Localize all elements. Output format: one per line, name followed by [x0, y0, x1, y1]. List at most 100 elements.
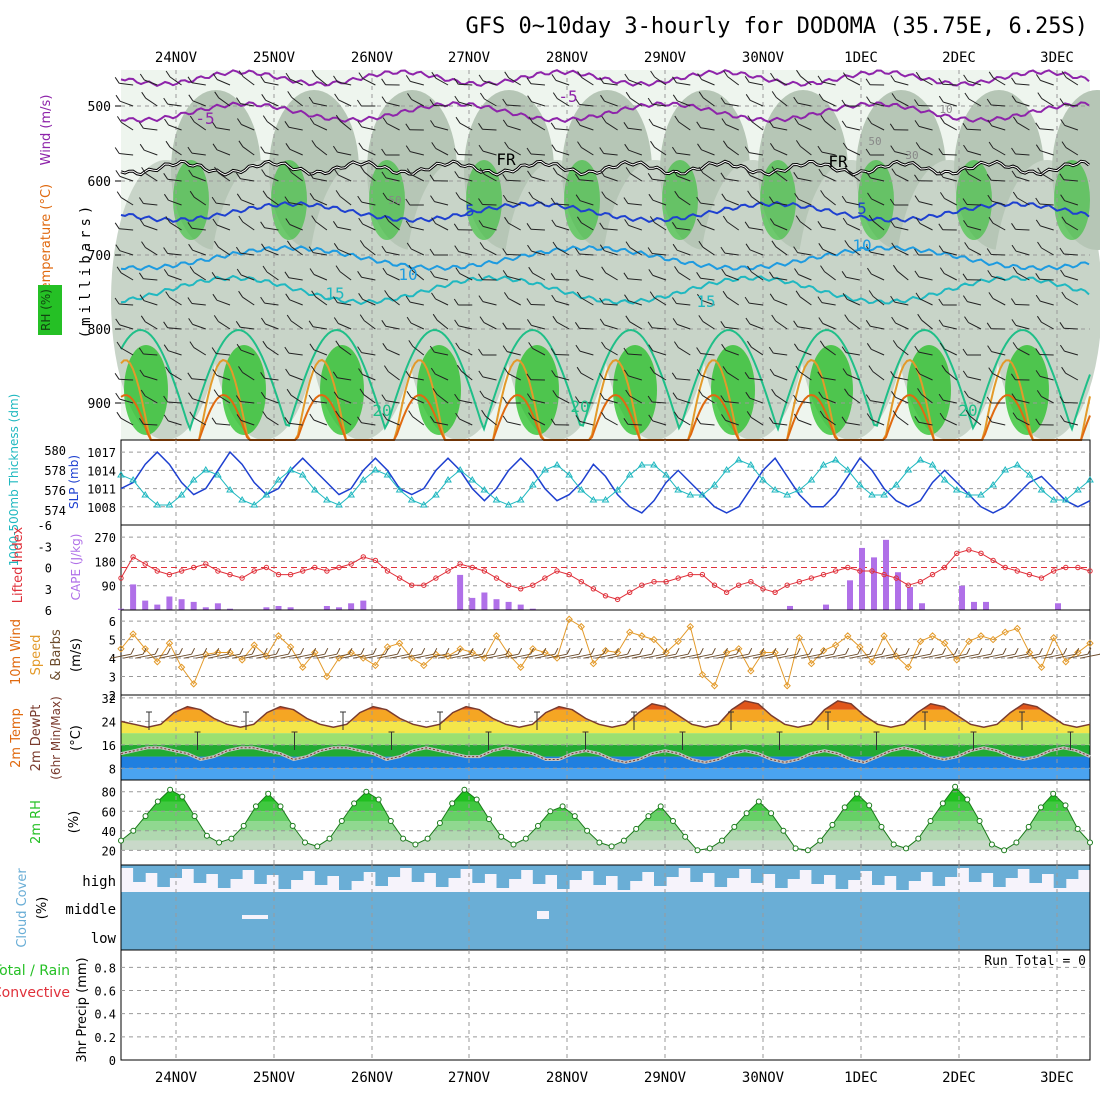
wind-barb-flag — [214, 91, 220, 99]
wind-barb-flag — [165, 70, 171, 78]
wind-barb — [605, 347, 618, 356]
cloud-high-bar — [750, 865, 764, 883]
wind-barb — [701, 79, 715, 86]
wind-barb — [627, 423, 642, 426]
wind-barb — [167, 401, 182, 404]
cloud-high-bar — [145, 865, 158, 873]
wind-barb-flag — [550, 197, 556, 205]
wind-barb — [482, 80, 497, 86]
wind-barb-10m — [861, 653, 883, 659]
cape-bar — [202, 607, 209, 610]
wind-barb — [313, 177, 328, 182]
wind-barb-flag — [526, 373, 532, 381]
wind-barb-flag — [915, 217, 921, 224]
wind-barb-10m — [377, 653, 398, 659]
wind-barb-flag — [358, 142, 364, 150]
wind-barb-flag — [796, 69, 801, 77]
thickness-marker — [662, 471, 670, 478]
wind-barb — [918, 351, 933, 356]
wind-barb — [1015, 324, 1030, 330]
wind-barb-flag — [406, 391, 412, 398]
wind-barb — [119, 303, 134, 306]
wind-barb-flag — [213, 240, 219, 248]
wind-barb-flag — [552, 390, 558, 397]
wind-speed-marker — [529, 645, 537, 653]
cloud-high-bar — [205, 865, 219, 874]
rh-marker — [510, 841, 517, 848]
wind-barb — [798, 198, 812, 206]
rh-marker — [596, 839, 603, 846]
wind-barb — [628, 79, 643, 86]
wind-barb — [555, 375, 570, 381]
rh-region-green — [173, 160, 209, 240]
wind-barb-10m — [559, 653, 580, 659]
lifted-index-marker — [760, 586, 766, 592]
wind-barb — [581, 222, 594, 231]
wind-barb-flag — [115, 318, 121, 326]
wind-barb — [822, 323, 836, 330]
wind-barb-flag — [771, 314, 777, 322]
wind-barb-flag — [671, 297, 677, 304]
wind-barb — [216, 423, 231, 426]
wind10m-speed-label: Speed — [29, 635, 44, 676]
wind-barb-10m — [789, 653, 810, 659]
wind-barb-flag — [408, 264, 414, 272]
wind-barb-flag — [844, 388, 849, 396]
wind-barb — [848, 246, 861, 256]
pressure-tick-label: 700 — [88, 249, 111, 264]
wind-barb-flag — [721, 193, 727, 201]
wind-barb-10m — [837, 653, 858, 659]
wind-barb — [1063, 327, 1078, 330]
wind-barb-10m — [1055, 653, 1076, 659]
wind-barb-flag — [260, 76, 266, 83]
wind-barb — [727, 146, 740, 156]
wind-barb — [603, 228, 618, 231]
wind-barb-10m-flag — [1063, 647, 1068, 655]
freezing-level-inner — [120, 160, 1090, 176]
wind-barb — [459, 273, 473, 281]
wind-barb — [120, 417, 134, 426]
wind-barb-10m — [752, 653, 774, 659]
precip-tick-label: 0.8 — [94, 961, 116, 975]
wind-barb — [192, 398, 206, 404]
wind-barb-flag — [212, 73, 218, 80]
temp-band — [121, 733, 1090, 745]
wind-barb — [775, 172, 788, 182]
wind-barb — [918, 125, 933, 131]
wind-barb-flag — [817, 296, 823, 303]
wind-barb-flag — [116, 341, 122, 349]
thickness-marker — [589, 496, 598, 503]
wind-barb-flag — [359, 388, 365, 396]
thickness-marker — [528, 481, 537, 488]
wind-barb — [385, 325, 400, 330]
cape-bar — [154, 604, 161, 610]
wind-axis-label: Wind (m/s) — [39, 95, 54, 166]
temp-band — [121, 756, 1090, 769]
cape-bar — [481, 592, 488, 610]
wind-speed-marker — [1086, 639, 1094, 647]
wind-barb-flag — [429, 248, 435, 256]
wind-barb — [242, 146, 255, 156]
precip-axis-label: 3hr Precip (mm) — [75, 957, 90, 1062]
wind-barb — [532, 418, 546, 426]
wind-barb — [846, 223, 861, 231]
wind-barb-10m-flag — [905, 647, 910, 655]
wind-barb-flag — [793, 394, 798, 402]
wind-barb-flag — [454, 95, 460, 103]
wind-barb-flag — [574, 247, 580, 255]
rh-marker — [1001, 847, 1008, 854]
wind-barb-10m — [849, 653, 870, 659]
wind-barb-flag — [624, 294, 629, 301]
wind-barb — [506, 254, 521, 256]
contour-label: 15 — [325, 284, 344, 303]
cloud-high-bar — [617, 865, 631, 890]
wind-barb-flag — [1036, 390, 1042, 397]
wind-barb-flag — [647, 321, 653, 329]
cape-bar — [517, 604, 524, 610]
isotherm-5 — [120, 200, 1090, 223]
lifted-index-marker — [1051, 568, 1057, 574]
wind-barb — [678, 121, 691, 131]
thickness-marker — [843, 466, 852, 473]
rh-marker — [1062, 802, 1069, 809]
wind-barb-flag — [650, 70, 656, 78]
